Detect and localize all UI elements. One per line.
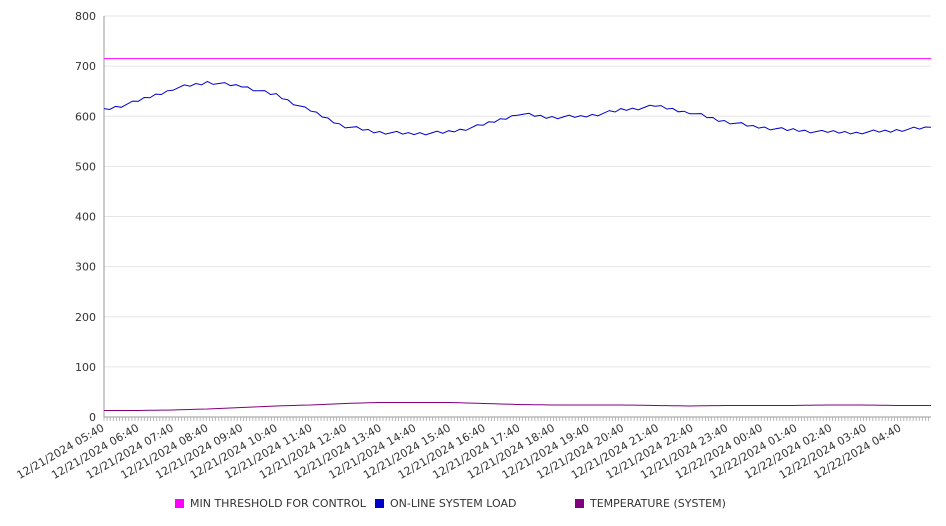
y-tick-label: 500 [75,160,96,173]
gridlines [104,15,931,368]
legend: MIN THRESHOLD FOR CONTROL ON-LINE SYSTEM … [0,497,946,517]
y-tick-label: 700 [75,60,96,73]
legend-item: ON-LINE SYSTEM LOAD [375,497,516,510]
y-tick-label: 0 [89,411,96,424]
legend-swatch [375,499,384,508]
y-axis-ticks: 0 100 200 300 400 500 600 700 800 [75,10,96,424]
legend-item: TEMPERATURE (SYSTEM) [575,497,726,510]
axes [103,16,931,421]
legend-label: TEMPERATURE (SYSTEM) [590,497,726,510]
series-line-2 [103,80,932,136]
series-lines [103,58,932,411]
y-tick-label: 300 [75,261,96,274]
y-tick-label: 400 [75,211,96,224]
y-tick-label: 600 [75,110,96,123]
legend-item: MIN THRESHOLD FOR CONTROL [175,497,366,510]
legend-label: MIN THRESHOLD FOR CONTROL [190,497,366,510]
series-line-3 [104,402,931,411]
legend-swatch [175,499,184,508]
y-tick-label: 800 [75,10,96,23]
y-tick-label: 200 [75,311,96,324]
legend-label: ON-LINE SYSTEM LOAD [390,497,517,510]
y-tick-label: 100 [75,361,96,374]
legend-swatch [575,499,584,508]
